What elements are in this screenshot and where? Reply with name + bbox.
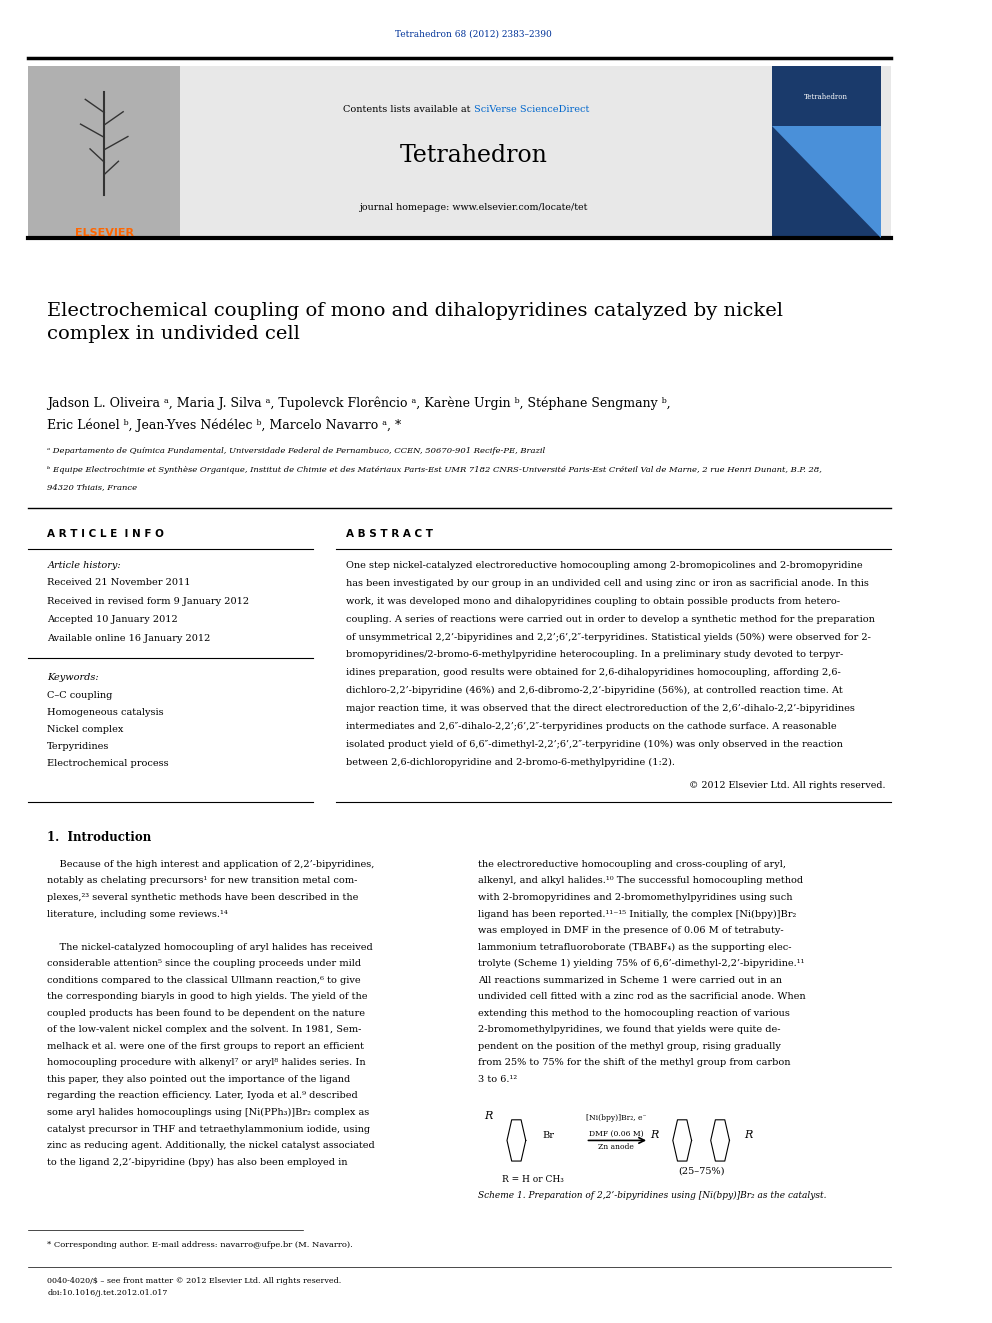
Text: from 25% to 75% for the shift of the methyl group from carbon: from 25% to 75% for the shift of the met…: [478, 1058, 791, 1068]
Text: isolated product yield of 6,6″-dimethyl-2,2’;6’,2″-terpyridine (10%) was only ob: isolated product yield of 6,6″-dimethyl-…: [346, 740, 843, 749]
Text: the electroreductive homocoupling and cross-coupling of aryl,: the electroreductive homocoupling and cr…: [478, 860, 787, 869]
Text: Homogeneous catalysis: Homogeneous catalysis: [48, 708, 164, 717]
Text: conditions compared to the classical Ullmann reaction,⁶ to give: conditions compared to the classical Ull…: [48, 975, 361, 984]
Text: work, it was developed mono and dihalopyridines coupling to obtain possible prod: work, it was developed mono and dihalopy…: [346, 597, 840, 606]
Text: Tetrahedron: Tetrahedron: [400, 144, 548, 167]
Text: catalyst precursor in THF and tetraethylammonium iodide, using: catalyst precursor in THF and tetraethyl…: [48, 1125, 370, 1134]
Text: A B S T R A C T: A B S T R A C T: [346, 529, 433, 540]
Text: literature, including some reviews.¹⁴: literature, including some reviews.¹⁴: [48, 909, 228, 918]
Text: notably as chelating precursors¹ for new transition metal com-: notably as chelating precursors¹ for new…: [48, 876, 358, 885]
Text: Electrochemical coupling of mono and dihalopyridines catalyzed by nickel
complex: Electrochemical coupling of mono and dih…: [48, 302, 784, 343]
Text: Article history:: Article history:: [48, 561, 121, 570]
Text: C–C coupling: C–C coupling: [48, 691, 113, 700]
Text: 0040-4020/$ – see front matter © 2012 Elsevier Ltd. All rights reserved.: 0040-4020/$ – see front matter © 2012 El…: [48, 1277, 341, 1285]
Text: R: R: [650, 1130, 659, 1140]
Text: coupling. A series of reactions were carried out in order to develop a synthetic: coupling. A series of reactions were car…: [346, 614, 875, 623]
Text: Available online 16 January 2012: Available online 16 January 2012: [48, 634, 210, 643]
Text: undivided cell fitted with a zinc rod as the sacrificial anode. When: undivided cell fitted with a zinc rod as…: [478, 992, 806, 1002]
Text: of the low-valent nickel complex and the solvent. In 1981, Sem-: of the low-valent nickel complex and the…: [48, 1025, 362, 1035]
Text: 2-bromomethylpyridines, we found that yields were quite de-: 2-bromomethylpyridines, we found that yi…: [478, 1025, 781, 1035]
Text: One step nickel-catalyzed electroreductive homocoupling among 2-bromopicolines a: One step nickel-catalyzed electroreducti…: [346, 561, 862, 570]
Text: doi:10.1016/j.tet.2012.01.017: doi:10.1016/j.tet.2012.01.017: [48, 1289, 168, 1297]
Text: homocoupling procedure with alkenyl⁷ or aryl⁸ halides series. In: homocoupling procedure with alkenyl⁷ or …: [48, 1058, 366, 1068]
Text: Jadson L. Oliveira ᵃ, Maria J. Silva ᵃ, Tupolevck Florêncio ᵃ, Karène Urgin ᵇ, S: Jadson L. Oliveira ᵃ, Maria J. Silva ᵃ, …: [48, 397, 671, 410]
Text: All reactions summarized in Scheme 1 were carried out in an: All reactions summarized in Scheme 1 wer…: [478, 975, 783, 984]
Text: melhack et al. were one of the first groups to report an efficient: melhack et al. were one of the first gro…: [48, 1041, 364, 1050]
FancyBboxPatch shape: [772, 66, 881, 238]
Text: journal homepage: www.elsevier.com/locate/tet: journal homepage: www.elsevier.com/locat…: [359, 202, 588, 212]
FancyBboxPatch shape: [29, 66, 891, 238]
Text: Nickel complex: Nickel complex: [48, 725, 124, 734]
Text: has been investigated by our group in an undivided cell and using zinc or iron a: has been investigated by our group in an…: [346, 579, 869, 587]
Text: extending this method to the homocoupling reaction of various: extending this method to the homocouplin…: [478, 1008, 791, 1017]
Text: DMF (0.06 M): DMF (0.06 M): [588, 1130, 643, 1138]
Text: * Corresponding author. E-mail address: navarro@ufpe.br (M. Navarro).: * Corresponding author. E-mail address: …: [48, 1241, 353, 1249]
Text: R: R: [484, 1111, 492, 1122]
Text: lammonium tetrafluoroborate (TBABF₄) as the supporting elec-: lammonium tetrafluoroborate (TBABF₄) as …: [478, 942, 792, 951]
Text: 3 to 6.¹²: 3 to 6.¹²: [478, 1074, 518, 1084]
Text: this paper, they also pointed out the importance of the ligand: this paper, they also pointed out the im…: [48, 1074, 350, 1084]
Text: zinc as reducing agent. Additionally, the nickel catalyst associated: zinc as reducing agent. Additionally, th…: [48, 1140, 375, 1150]
Text: major reaction time, it was observed that the direct electroreduction of the 2,6: major reaction time, it was observed tha…: [346, 704, 855, 713]
Text: Because of the high interest and application of 2,2’-bipyridines,: Because of the high interest and applica…: [48, 860, 375, 869]
Text: (25–75%): (25–75%): [678, 1167, 724, 1176]
Text: bromopyridines/2-bromo-6-methylpyridine heterocoupling. In a preliminary study d: bromopyridines/2-bromo-6-methylpyridine …: [346, 650, 843, 659]
Text: 1.  Introduction: 1. Introduction: [48, 831, 152, 844]
Polygon shape: [772, 127, 881, 238]
Text: Terpyridines: Terpyridines: [48, 742, 110, 751]
Text: 94320 Thiais, France: 94320 Thiais, France: [48, 483, 138, 491]
Text: idines preparation, good results were obtained for 2,6-dihalopyridines homocoupl: idines preparation, good results were ob…: [346, 668, 840, 677]
Text: Tetrahedron: Tetrahedron: [805, 93, 848, 101]
Text: © 2012 Elsevier Ltd. All rights reserved.: © 2012 Elsevier Ltd. All rights reserved…: [689, 781, 886, 790]
Text: R: R: [744, 1130, 752, 1140]
Text: dichloro-2,2’-bipyridine (46%) and 2,6-dibromo-2,2’-bipyridine (56%), at control: dichloro-2,2’-bipyridine (46%) and 2,6-d…: [346, 685, 842, 695]
Text: coupled products has been found to be dependent on the nature: coupled products has been found to be de…: [48, 1008, 365, 1017]
Text: considerable attention⁵ since the coupling proceeds under mild: considerable attention⁵ since the coupli…: [48, 959, 361, 968]
Text: R = H or CH₃: R = H or CH₃: [502, 1175, 564, 1184]
Text: ELSEVIER: ELSEVIER: [74, 228, 134, 238]
Text: Received in revised form 9 January 2012: Received in revised form 9 January 2012: [48, 597, 250, 606]
Text: was employed in DMF in the presence of 0.06 M of tetrabuty-: was employed in DMF in the presence of 0…: [478, 926, 784, 935]
Text: to the ligand 2,2’-bipyridine (bpy) has also been employed in: to the ligand 2,2’-bipyridine (bpy) has …: [48, 1158, 348, 1167]
Text: pendent on the position of the methyl group, rising gradually: pendent on the position of the methyl gr…: [478, 1041, 782, 1050]
Text: The nickel-catalyzed homocoupling of aryl halides has received: The nickel-catalyzed homocoupling of ary…: [48, 942, 373, 951]
Text: [Ni(bpy)]Br₂, e⁻: [Ni(bpy)]Br₂, e⁻: [585, 1114, 646, 1122]
Text: Zn anode: Zn anode: [598, 1143, 634, 1151]
Text: some aryl halides homocouplings using [Ni(PPh₃)]Br₂ complex as: some aryl halides homocouplings using [N…: [48, 1107, 370, 1117]
Text: Keywords:: Keywords:: [48, 673, 99, 683]
Text: ligand has been reported.¹¹⁻¹⁵ Initially, the complex [Ni(bpy)]Br₂: ligand has been reported.¹¹⁻¹⁵ Initially…: [478, 909, 797, 918]
FancyBboxPatch shape: [29, 66, 180, 238]
Text: regarding the reaction efficiency. Later, Iyoda et al.⁹ described: regarding the reaction efficiency. Later…: [48, 1091, 358, 1101]
Text: A R T I C L E  I N F O: A R T I C L E I N F O: [48, 529, 165, 540]
Text: plexes,²³ several synthetic methods have been described in the: plexes,²³ several synthetic methods have…: [48, 893, 359, 902]
Text: intermediates and 2,6″-dihalo-2,2’;6’,2″-terpyridines products on the cathode su: intermediates and 2,6″-dihalo-2,2’;6’,2″…: [346, 721, 836, 730]
Text: Electrochemical process: Electrochemical process: [48, 759, 169, 769]
Text: ᵇ Equipe Electrochimie et Synthèse Organique, Institut de Chimie et des Matériau: ᵇ Equipe Electrochimie et Synthèse Organ…: [48, 466, 822, 474]
Text: trolyte (Scheme 1) yielding 75% of 6,6’-dimethyl-2,2’-bipyridine.¹¹: trolyte (Scheme 1) yielding 75% of 6,6’-…: [478, 959, 805, 968]
Text: Received 21 November 2011: Received 21 November 2011: [48, 578, 190, 587]
Text: with 2-bromopyridines and 2-bromomethylpyridines using such: with 2-bromopyridines and 2-bromomethylp…: [478, 893, 793, 902]
Text: of unsymmetrical 2,2’-bipyridines and 2,2’;6’,2″-terpyridines. Statistical yield: of unsymmetrical 2,2’-bipyridines and 2,…: [346, 632, 871, 642]
Text: Br: Br: [542, 1131, 554, 1139]
Text: alkenyl, and alkyl halides.¹⁰ The successful homocoupling method: alkenyl, and alkyl halides.¹⁰ The succes…: [478, 876, 804, 885]
Text: Accepted 10 January 2012: Accepted 10 January 2012: [48, 615, 179, 624]
Text: between 2,6-dichloropyridine and 2-bromo-6-methylpyridine (1:2).: between 2,6-dichloropyridine and 2-bromo…: [346, 757, 675, 766]
Text: Contents lists available at: Contents lists available at: [343, 105, 474, 114]
Text: Scheme 1. Preparation of 2,2’-bipyridines using [Ni(bpy)]Br₂ as the catalyst.: Scheme 1. Preparation of 2,2’-bipyridine…: [478, 1191, 827, 1200]
Text: SciVerse ScienceDirect: SciVerse ScienceDirect: [474, 105, 589, 114]
Text: Tetrahedron 68 (2012) 2383–2390: Tetrahedron 68 (2012) 2383–2390: [396, 30, 553, 38]
Text: the corresponding biaryls in good to high yields. The yield of the: the corresponding biaryls in good to hig…: [48, 992, 368, 1002]
Text: Eric Léonel ᵇ, Jean-Yves Nédélec ᵇ, Marcelo Navarro ᵃ, *: Eric Léonel ᵇ, Jean-Yves Nédélec ᵇ, Marc…: [48, 418, 402, 431]
Text: ᵃ Departamento de Química Fundamental, Universidade Federal de Pernambuco, CCEN,: ᵃ Departamento de Química Fundamental, U…: [48, 447, 546, 455]
